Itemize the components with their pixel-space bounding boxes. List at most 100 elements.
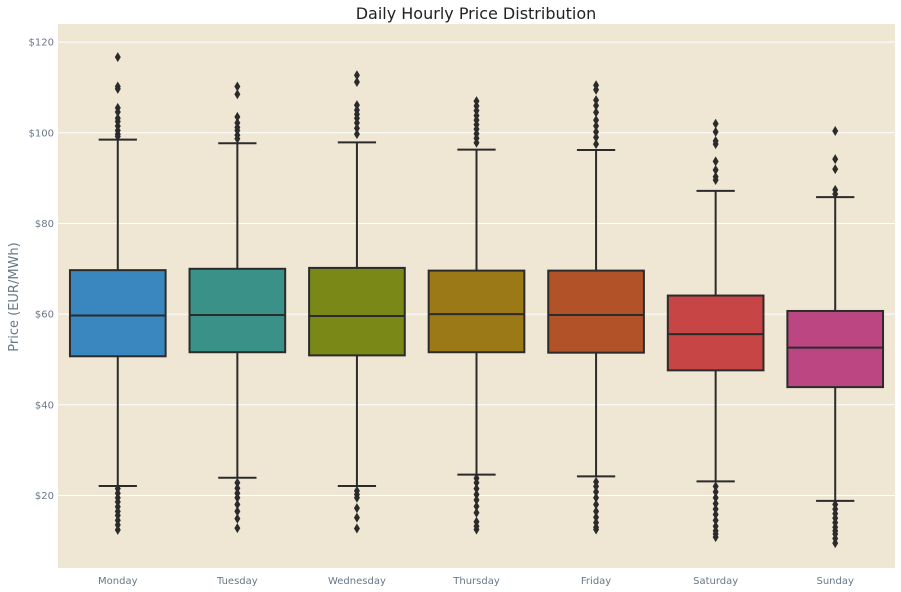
outlier-point (234, 111, 241, 122)
y-tick-label: $20 (35, 491, 54, 502)
x-tick-label: Monday (98, 576, 138, 587)
outlier-point (712, 515, 719, 526)
box-friday (547, 80, 645, 535)
outlier-point (234, 477, 241, 488)
outlier-point (712, 492, 719, 503)
iqr-box (547, 269, 645, 354)
outlier-point (593, 486, 600, 497)
outlier-point (114, 83, 121, 94)
iqr-box (68, 269, 167, 358)
outlier-point (593, 121, 600, 131)
outlier-point (234, 506, 241, 517)
outlier-point (234, 499, 241, 510)
outlier-point (593, 95, 600, 106)
iqr-box (308, 266, 406, 357)
box-thursday (427, 96, 526, 535)
box-monday (68, 52, 167, 535)
box-wednesday (308, 70, 406, 534)
outlier-point (473, 489, 480, 500)
outlier-point (473, 477, 480, 488)
outlier-point (234, 89, 241, 100)
outlier-point (712, 174, 719, 185)
outlier-point (593, 492, 600, 503)
outlier-point (593, 132, 600, 143)
outlier-point (114, 52, 121, 63)
iqr-box (427, 269, 526, 354)
outlier-point (832, 125, 839, 136)
outlier-point (593, 506, 600, 517)
outlier-point (712, 481, 719, 492)
outlier-point (593, 126, 600, 137)
outlier-point (353, 117, 360, 128)
outlier-point (353, 70, 360, 81)
boxes (68, 52, 885, 549)
outlier-point (593, 100, 600, 111)
outlier-point (473, 524, 480, 535)
outlier-point (473, 137, 480, 148)
outlier-point (712, 164, 719, 175)
outlier-point (353, 503, 360, 514)
outlier-point (593, 512, 600, 523)
iqr-box (666, 294, 765, 372)
outlier-point (593, 107, 600, 118)
outlier-point (712, 156, 719, 167)
outlier-point (832, 189, 839, 199)
outlier-point (832, 538, 839, 549)
chart-title: Daily Hourly Price Distribution (356, 4, 597, 23)
outlier-point (353, 123, 360, 134)
outlier-point (712, 532, 719, 543)
y-tick-label: $60 (35, 310, 54, 321)
outlier-point (234, 81, 241, 92)
outlier-point (114, 131, 121, 142)
outlier-point (234, 133, 241, 144)
outlier-point (712, 504, 719, 515)
outlier-point (593, 115, 600, 126)
y-tick-label: $80 (35, 219, 54, 230)
y-tick-labels: $20 $40 $60 $80 $100 $120 (29, 38, 54, 502)
x-tick-label: Wednesday (328, 576, 386, 587)
outlier-point (353, 512, 360, 523)
outlier-point (234, 513, 241, 524)
y-axis-title: Price (EUR/MWh) (7, 242, 22, 351)
outlier-point (473, 483, 480, 494)
outlier-point (712, 118, 719, 129)
outlier-point (712, 509, 719, 520)
outlier-point (593, 84, 600, 95)
x-tick-label: Tuesday (216, 576, 258, 587)
outlier-point (593, 481, 600, 492)
outlier-point (114, 524, 121, 535)
outlier-point (353, 77, 360, 88)
outlier-point (473, 501, 480, 512)
outlier-point (593, 139, 600, 150)
outlier-point (832, 154, 839, 165)
outlier-point (353, 129, 360, 140)
x-tick-label: Friday (581, 576, 611, 587)
outlier-point (712, 139, 719, 150)
x-tick-labels: Monday Tuesday Wednesday Thursday Friday Satu… (98, 576, 854, 587)
y-tick-label: $120 (29, 38, 54, 49)
y-tick-label: $40 (35, 400, 54, 411)
outlier-point (593, 499, 600, 510)
outlier-point (712, 126, 719, 137)
outlier-point (353, 492, 360, 503)
iqr-box (786, 309, 885, 389)
outlier-point (234, 492, 241, 503)
outlier-point (234, 523, 241, 534)
iqr-box (188, 267, 287, 354)
outlier-point (353, 523, 360, 534)
y-tick-label: $100 (29, 128, 54, 139)
outlier-point (473, 507, 480, 518)
outlier-point (114, 106, 121, 117)
x-tick-label: Sunday (817, 576, 854, 587)
box-saturday (666, 118, 765, 543)
box-sunday (786, 125, 885, 549)
outlier-point (593, 524, 600, 535)
outlier-point (712, 486, 719, 497)
box-tuesday (188, 81, 287, 534)
x-tick-label: Saturday (693, 576, 738, 587)
outlier-point (473, 495, 480, 505)
outlier-point (712, 498, 719, 509)
outlier-point (832, 164, 839, 175)
x-tick-label: Thursday (452, 576, 500, 587)
